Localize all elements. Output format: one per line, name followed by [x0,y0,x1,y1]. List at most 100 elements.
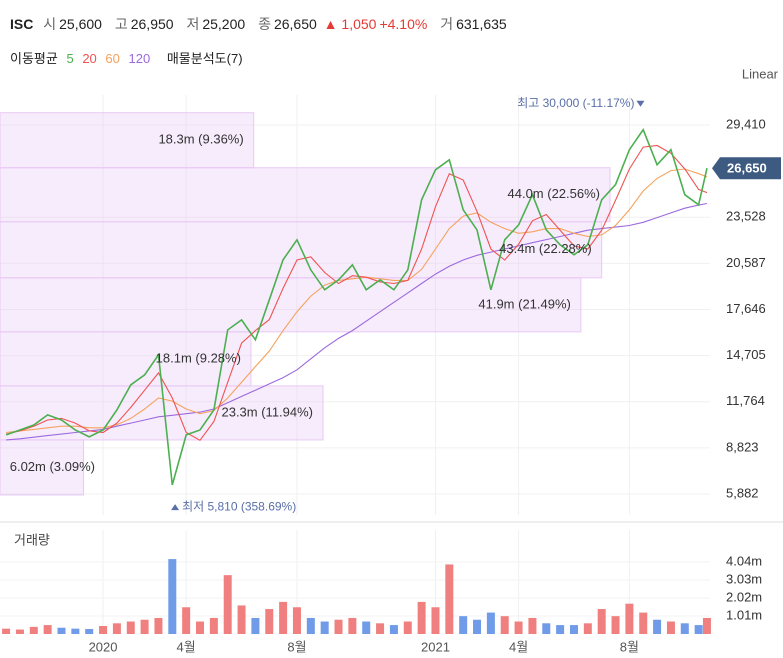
volume-bar [702,617,711,634]
volume-bar [237,605,246,634]
volume-bar [459,616,468,634]
y-tick-label: 17,646 [726,301,766,316]
header: ISC 시 25,600 고 26,950 저 25,200 종 26,650 ▲ 1,… [10,14,510,34]
volume-profile-bar [0,112,255,169]
legend-title: 이동평균 [10,51,58,66]
volume-bar [168,559,177,634]
volume-bar [15,629,24,634]
y-tick-label: 23,528 [726,209,766,224]
y-tick-label: 20,587 [726,255,766,270]
series-line [6,202,708,441]
extreme-marker [171,504,180,511]
field-value: 25,600 [59,16,102,32]
volume-bar [292,607,301,634]
volume-bar [29,626,38,634]
volume-profile-label: 18.1m (9.28%) [156,350,241,365]
change-pct: +4.10% [379,16,428,32]
volume-bar [140,619,149,634]
volume-bar [680,623,689,634]
volume-bar [2,628,11,634]
volume-bar [666,621,675,634]
volume-bar [279,601,288,634]
legend: 이동평균 5 20 60 120 매물분석도(7) [10,48,248,67]
volume-bar [126,621,135,634]
annotation: 최고 30,000 (-11.17%) [517,96,634,110]
volume-profile-label: 41.9m (21.49%) [478,296,571,311]
volume-bar [431,607,440,634]
volume-bar [348,617,357,634]
x-tick-label: 4월 [509,639,528,654]
volume-bar [500,616,509,634]
volume-profile-bar [0,167,611,223]
volume-profile-label: 44.0m (22.56%) [508,186,601,201]
volume-profile-label: 6.02m (3.09%) [10,459,95,474]
legend-entry[interactable]: 20 [82,51,97,66]
volume-bar [265,609,274,634]
field-label: 저 [186,16,200,32]
volume-bar [223,575,232,634]
y-tick-label: 2.02m [726,589,762,604]
volume-bar [71,628,80,634]
ticker: ISC [10,16,34,32]
field-value: 26,650 [273,16,317,32]
volume-profile-label: 23.3m (11.94%) [221,404,313,419]
volume-bar [362,621,371,634]
volume-bar [639,612,648,634]
y-tick-label: 5,882 [726,485,759,500]
volume-bar [653,619,662,634]
volume-bar [196,621,205,634]
volume-profile-label: 43.4m (22.28%) [499,241,592,256]
volume-bar [334,619,343,634]
legend-entry[interactable]: 60 [105,51,120,66]
x-tick-label: 8월 [620,639,639,654]
scale-label[interactable]: Linear [742,66,779,81]
volume-bar [85,629,94,634]
volume-bar [473,619,482,634]
last-price-tag [712,157,781,180]
volume-profile-label: 18.3m (9.36%) [158,132,243,147]
field-label: 거 [440,16,454,32]
x-tick-label: 4월 [177,639,196,654]
volume-bar [514,621,523,634]
volume-bar [112,623,121,634]
volume-profile-bar [0,385,324,441]
volume-bar [209,617,218,634]
y-tick-label: 4.04m [726,553,762,568]
volume-bar [611,616,620,634]
volume-bar [376,623,385,634]
y-tick-label: 29,410 [726,116,766,131]
volume-title: 거래량 [14,532,50,547]
y-tick-label: 8,823 [726,439,759,454]
volume-bar [625,603,634,634]
volume-bar [569,625,578,634]
field-value: 26,950 [130,16,174,32]
volume-bar [528,617,537,634]
volume-bar [389,625,398,634]
volume-bar [556,625,565,634]
volume-bar [320,621,329,634]
field-label: 고 [114,16,128,32]
volume-profile-bar [0,439,84,496]
annotation: 최저 5,810 (358.69%) [182,499,296,513]
volume-bar [57,627,66,634]
last-price-label: 26,650 [727,161,767,176]
y-tick-label: 11,764 [726,393,765,408]
volume-bar [445,564,454,634]
volume-profile-bar [0,331,252,387]
field-label: 종 [258,16,271,32]
y-tick-label: 14,705 [726,347,766,362]
volume-bar [694,625,703,634]
legend-entry[interactable]: 5 [66,51,74,66]
x-tick-label: 8월 [287,639,306,654]
legend-entry[interactable]: 120 [128,51,151,66]
volume-bar [542,623,551,634]
volume-bar [182,607,191,634]
volume-bar [417,601,426,634]
legend-entry[interactable]: 매물분석도(7) [166,51,243,66]
volume-bar [251,617,260,634]
change: ▲ 1,050 [323,16,377,32]
y-tick-label: 1.01m [726,607,762,622]
volume-bar [154,617,163,634]
